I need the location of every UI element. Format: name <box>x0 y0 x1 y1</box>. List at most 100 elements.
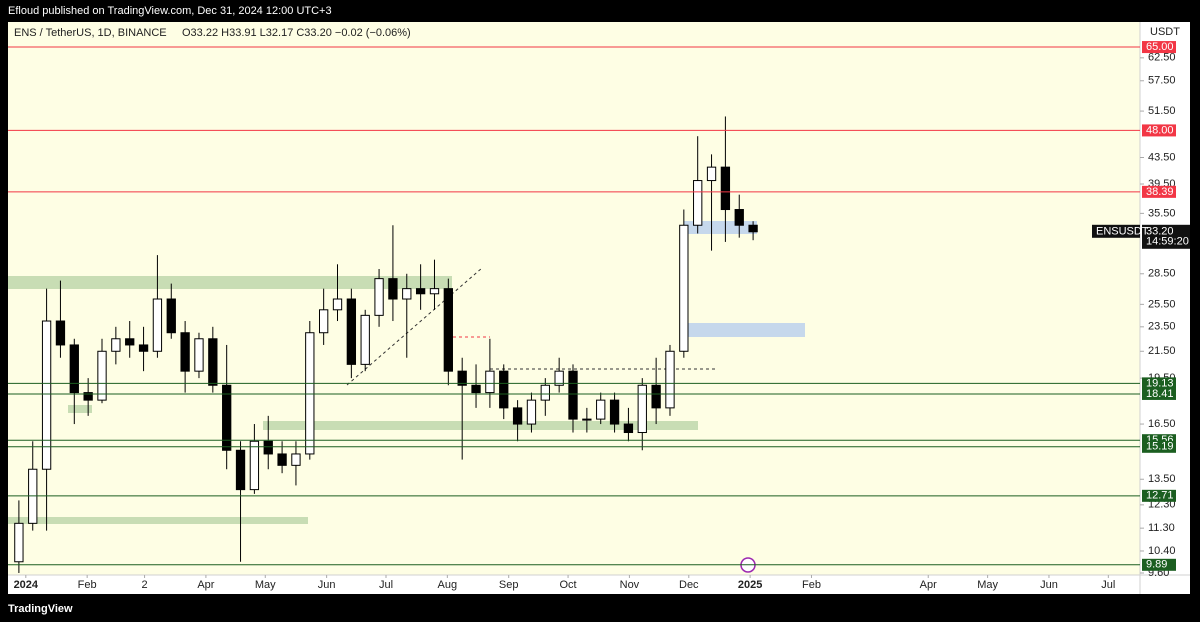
candle-body <box>651 384 661 409</box>
level-label: 15.19 <box>1146 441 1174 453</box>
x-tick-label: Jul <box>379 579 393 591</box>
candle-body <box>249 440 260 491</box>
x-tick-label: Dec <box>679 579 699 591</box>
level-tag <box>1142 185 1176 198</box>
x-tick-label: Feb <box>802 579 821 591</box>
candle-body <box>388 278 398 300</box>
candle-body <box>540 384 550 401</box>
candle-body <box>263 440 273 455</box>
level-label: 18.41 <box>1146 388 1174 400</box>
y-tick-label: 11.30 <box>1148 522 1175 534</box>
candle-body <box>568 370 578 420</box>
x-tick-label: Nov <box>620 579 640 591</box>
candle-body <box>235 449 246 491</box>
candle-body <box>443 288 453 372</box>
level-label: 65.00 <box>1146 41 1174 53</box>
zone <box>8 276 452 289</box>
y-tick-label: 35.50 <box>1148 207 1176 219</box>
last-price-tag <box>1142 224 1190 249</box>
x-tick-label: 2025 <box>738 579 762 591</box>
candle-body <box>194 338 204 372</box>
candle-body <box>291 453 301 466</box>
candle-body <box>222 384 232 451</box>
x-tick-label: Feb <box>78 579 97 591</box>
candle-body <box>138 344 149 352</box>
candle-body <box>429 288 440 295</box>
candle-body <box>318 309 329 334</box>
x-tick-label: Jun <box>318 579 336 591</box>
candle-body <box>346 298 357 365</box>
candle-body <box>152 298 163 352</box>
plot-area <box>8 22 1140 575</box>
candle-body <box>596 399 606 420</box>
candle-body <box>582 418 592 421</box>
candle-body <box>180 332 190 372</box>
candle-body <box>166 298 176 334</box>
candle-body <box>41 320 52 470</box>
candle-body <box>526 399 537 425</box>
symbol-label: ENSUSDT <box>1096 226 1149 238</box>
x-tick-label: May <box>977 579 998 591</box>
brand: TradingView <box>8 603 73 615</box>
zone <box>68 405 92 413</box>
candle-body <box>679 224 689 352</box>
level-label: 48.00 <box>1146 124 1174 136</box>
level-tag <box>1142 377 1176 390</box>
candle-body <box>665 350 675 409</box>
zone <box>682 323 805 337</box>
y-tick-label: 43.50 <box>1148 151 1176 163</box>
level-label: 38.39 <box>1146 186 1174 198</box>
y-tick-label: 25.50 <box>1148 298 1176 310</box>
candle-body <box>55 320 66 346</box>
level-tag <box>1142 41 1176 54</box>
symbol-title: ENS / TetherUS, 1D, BINANCE <box>14 27 167 39</box>
x-tick-label: Aug <box>438 579 458 591</box>
level-tag <box>1142 387 1176 400</box>
candle-body <box>374 278 384 316</box>
level-tag <box>1142 124 1176 137</box>
x-tick-label: 2024 <box>14 579 39 591</box>
last-price: 33.20 <box>1146 226 1174 238</box>
x-tick-label: Jun <box>1040 579 1058 591</box>
candle-body <box>706 166 717 182</box>
x-tick-label: 2 <box>141 579 147 591</box>
symbol-tag <box>1092 224 1140 238</box>
candle-body <box>111 338 121 352</box>
ohlc: O33.22 H33.91 L32.17 C33.20 −0.02 (−0.06… <box>182 27 411 39</box>
level-tag <box>1142 489 1176 502</box>
level-tag <box>1142 440 1176 453</box>
candle-body <box>208 338 218 386</box>
zone <box>263 421 698 430</box>
level-label: 9.89 <box>1146 559 1167 571</box>
currency: USDT <box>1150 26 1180 38</box>
candle-body <box>360 314 370 365</box>
candle-body <box>277 453 287 466</box>
y-tick-label: 51.50 <box>1148 105 1176 117</box>
x-tick-label: Sep <box>499 579 519 591</box>
y-tick-label: 62.50 <box>1148 52 1176 64</box>
candle-body <box>305 332 315 455</box>
y-tick-label: 16.50 <box>1148 418 1176 430</box>
candle-body <box>623 423 634 434</box>
x-tick-label: Apr <box>197 579 214 591</box>
candle-body <box>69 344 79 394</box>
candle-body <box>637 384 647 434</box>
y-tick-label: 23.50 <box>1148 321 1176 333</box>
y-tick-label: 57.50 <box>1148 75 1176 87</box>
x-tick-label: May <box>255 579 276 591</box>
candle-body <box>499 370 509 409</box>
candle-body <box>720 166 731 211</box>
candle-body <box>512 407 523 425</box>
y-tick-label: 28.50 <box>1148 268 1176 280</box>
candle-body <box>693 180 703 226</box>
x-tick-label: Apr <box>920 579 937 591</box>
candle-body <box>402 288 412 300</box>
y-tick-label: 21.50 <box>1148 345 1176 357</box>
candle-body <box>83 392 93 401</box>
candle-body <box>554 370 564 386</box>
candle-body <box>332 298 343 311</box>
candle-body <box>748 224 758 233</box>
candle-body <box>125 338 135 346</box>
candle-body <box>14 522 24 563</box>
